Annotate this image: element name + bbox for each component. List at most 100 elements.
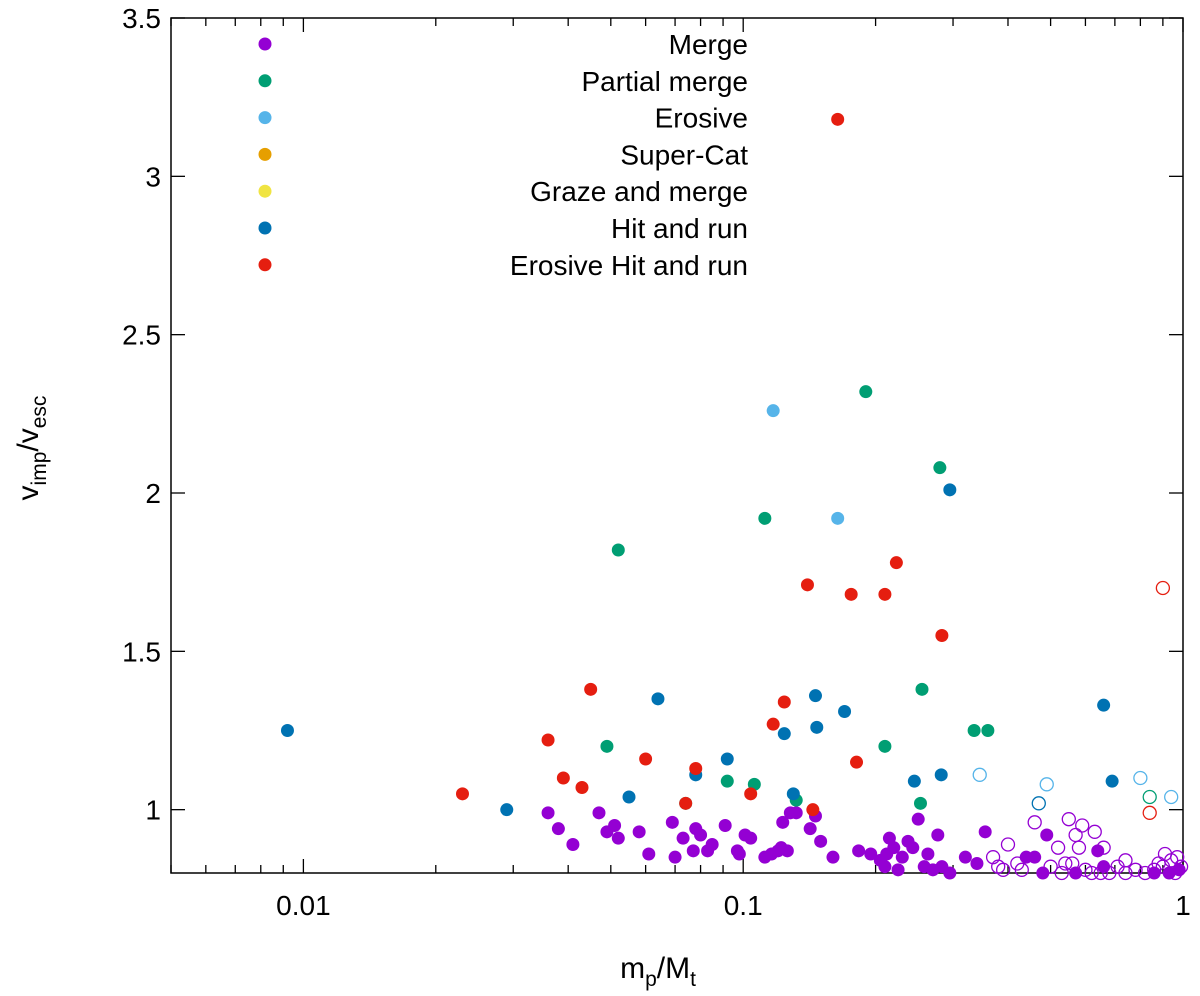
data-points — [280, 112, 1186, 880]
open-data-point — [1071, 840, 1087, 855]
data-point — [800, 578, 814, 592]
data-point — [566, 838, 580, 851]
data-point — [906, 841, 920, 855]
open-data-point — [1110, 859, 1125, 874]
data-point — [958, 850, 972, 864]
data-point — [551, 822, 565, 836]
data-point — [934, 768, 948, 782]
legend-marker — [258, 147, 272, 161]
data-point — [777, 695, 791, 709]
data-point — [608, 819, 622, 832]
data-point — [705, 838, 719, 851]
data-point — [943, 483, 957, 497]
data-point — [776, 815, 790, 829]
legend-marker — [258, 184, 272, 198]
data-point — [732, 847, 746, 861]
data-point — [831, 112, 845, 126]
data-point — [864, 847, 878, 861]
legend-marker — [258, 111, 272, 125]
data-point — [651, 692, 665, 706]
data-point — [786, 787, 800, 801]
data-point — [665, 815, 679, 829]
y-axis-label: vimp/vesc — [12, 396, 51, 501]
data-point — [280, 724, 294, 737]
legend-label: Erosive — [655, 103, 748, 134]
open-data-point — [1142, 789, 1157, 805]
data-point — [689, 762, 703, 775]
data-point — [878, 587, 892, 601]
data-point — [852, 844, 866, 858]
open-data-point — [1065, 856, 1080, 871]
data-point — [981, 724, 995, 737]
data-point — [676, 831, 690, 845]
data-point — [907, 774, 921, 788]
data-point — [850, 755, 864, 769]
data-point — [878, 739, 892, 753]
data-point — [556, 771, 570, 785]
open-data-point — [1014, 862, 1029, 877]
open-data-point — [1031, 796, 1046, 811]
x-axis-label: mp/Mt — [620, 952, 696, 991]
open-data-point — [1142, 805, 1157, 820]
data-point — [720, 752, 734, 766]
open-data-point — [1000, 837, 1016, 852]
legend: Merge Partial merge Erosive Super-Cat Graze … — [258, 29, 748, 281]
data-point — [639, 752, 653, 766]
x-tick-label: 0.01 — [276, 890, 331, 921]
open-data-point — [1054, 865, 1069, 881]
y-tick-label: 2 — [145, 478, 161, 509]
data-point — [500, 803, 514, 817]
data-point — [887, 841, 901, 855]
data-point — [935, 629, 949, 642]
open-data-point — [1093, 865, 1108, 881]
data-point — [668, 850, 682, 864]
open-data-point — [1043, 859, 1058, 874]
open-data-point — [1039, 777, 1054, 792]
y-tick-label: 2.5 — [122, 320, 161, 351]
open-data-point — [972, 767, 987, 782]
data-point — [611, 831, 625, 845]
legend-marker — [258, 258, 272, 272]
data-point — [803, 822, 817, 836]
data-point — [780, 844, 794, 858]
open-data-point — [1133, 770, 1148, 786]
data-point — [915, 682, 929, 696]
data-point — [838, 705, 852, 718]
data-point — [1097, 698, 1111, 712]
open-data-point — [995, 862, 1011, 877]
plot-area — [170, 17, 1184, 874]
x-tick-label: 1 — [1175, 890, 1191, 921]
open-data-point — [1050, 840, 1066, 855]
x-tick-label: 0.1 — [724, 890, 763, 921]
legend-label: Graze and merge — [530, 176, 748, 207]
open-data-point — [1137, 865, 1153, 881]
open-data-point — [1027, 815, 1042, 830]
data-point — [844, 587, 858, 601]
data-point — [758, 511, 772, 525]
data-point — [718, 819, 732, 832]
open-data-point — [1058, 856, 1073, 871]
data-point — [808, 689, 822, 703]
legend-label: Erosive Hit and run — [510, 250, 748, 281]
open-data-point — [1168, 865, 1183, 881]
data-point — [455, 787, 469, 801]
legend-label: Partial merge — [581, 66, 748, 97]
open-data-point — [1118, 865, 1133, 881]
data-point — [933, 461, 947, 475]
open-data-point — [1075, 818, 1090, 833]
open-data-points — [972, 580, 1189, 881]
data-point — [810, 720, 824, 734]
data-point — [744, 831, 758, 845]
data-point — [541, 733, 555, 747]
data-point — [720, 774, 734, 788]
data-point — [686, 844, 700, 858]
open-data-point — [1084, 865, 1099, 881]
data-point — [931, 828, 945, 842]
data-point — [777, 727, 791, 741]
data-point — [859, 385, 873, 399]
open-data-point — [1128, 862, 1143, 877]
data-point — [584, 682, 598, 696]
x-axis: 0.01 0.1 1 — [170, 18, 1191, 921]
data-point — [814, 834, 828, 848]
data-point — [600, 739, 614, 753]
